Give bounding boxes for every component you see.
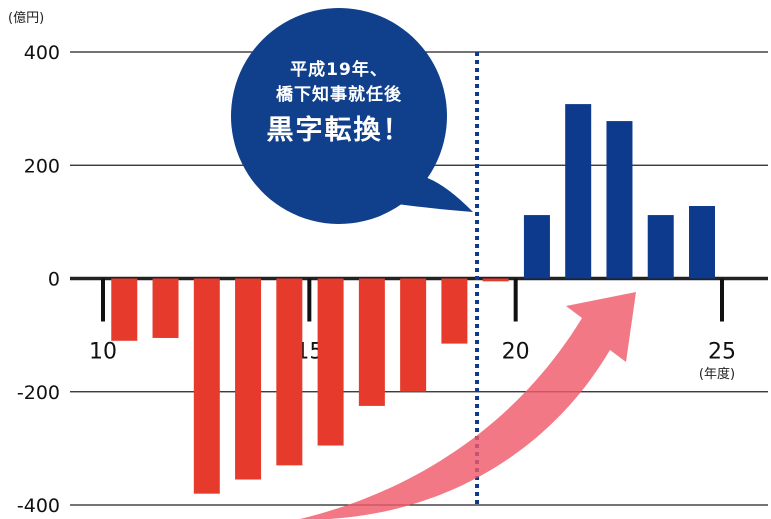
surplus-bar — [606, 121, 633, 279]
x-tick-label: 20 — [502, 340, 530, 365]
y-axis-ticks: 400 200 0 -200 -400 — [17, 42, 60, 517]
y-tick-label: 200 — [24, 155, 60, 177]
x-tick-label: 25 — [708, 340, 736, 365]
deficit-bar — [235, 278, 262, 480]
deficit-bar — [152, 278, 179, 338]
deficit-bar — [317, 278, 344, 446]
y-tick-label: 400 — [24, 42, 60, 64]
y-axis-unit-label: (億円) — [8, 10, 44, 26]
surplus-bar — [647, 215, 674, 279]
y-tick-label: -200 — [17, 382, 60, 404]
surplus-bar — [523, 215, 550, 279]
deficit-bar — [276, 278, 303, 466]
deficit-bar — [400, 278, 427, 392]
callout-bubble — [231, 7, 474, 224]
surplus-bar — [565, 104, 592, 279]
bars — [111, 104, 715, 494]
deficit-bar — [358, 278, 385, 406]
trend-arrow-icon — [300, 292, 636, 519]
x-tick-label: 10 — [89, 340, 117, 365]
deficit-bar — [441, 278, 468, 344]
trend-arrow — [300, 292, 636, 519]
deficit-bar — [193, 278, 220, 494]
deficit-bar — [111, 278, 138, 341]
y-tick-label: -400 — [17, 495, 60, 517]
y-tick-label: 0 — [48, 269, 60, 291]
deficit-bar — [482, 278, 509, 282]
surplus-bar — [689, 206, 715, 279]
x-axis-unit-label: (年度) — [699, 366, 735, 382]
